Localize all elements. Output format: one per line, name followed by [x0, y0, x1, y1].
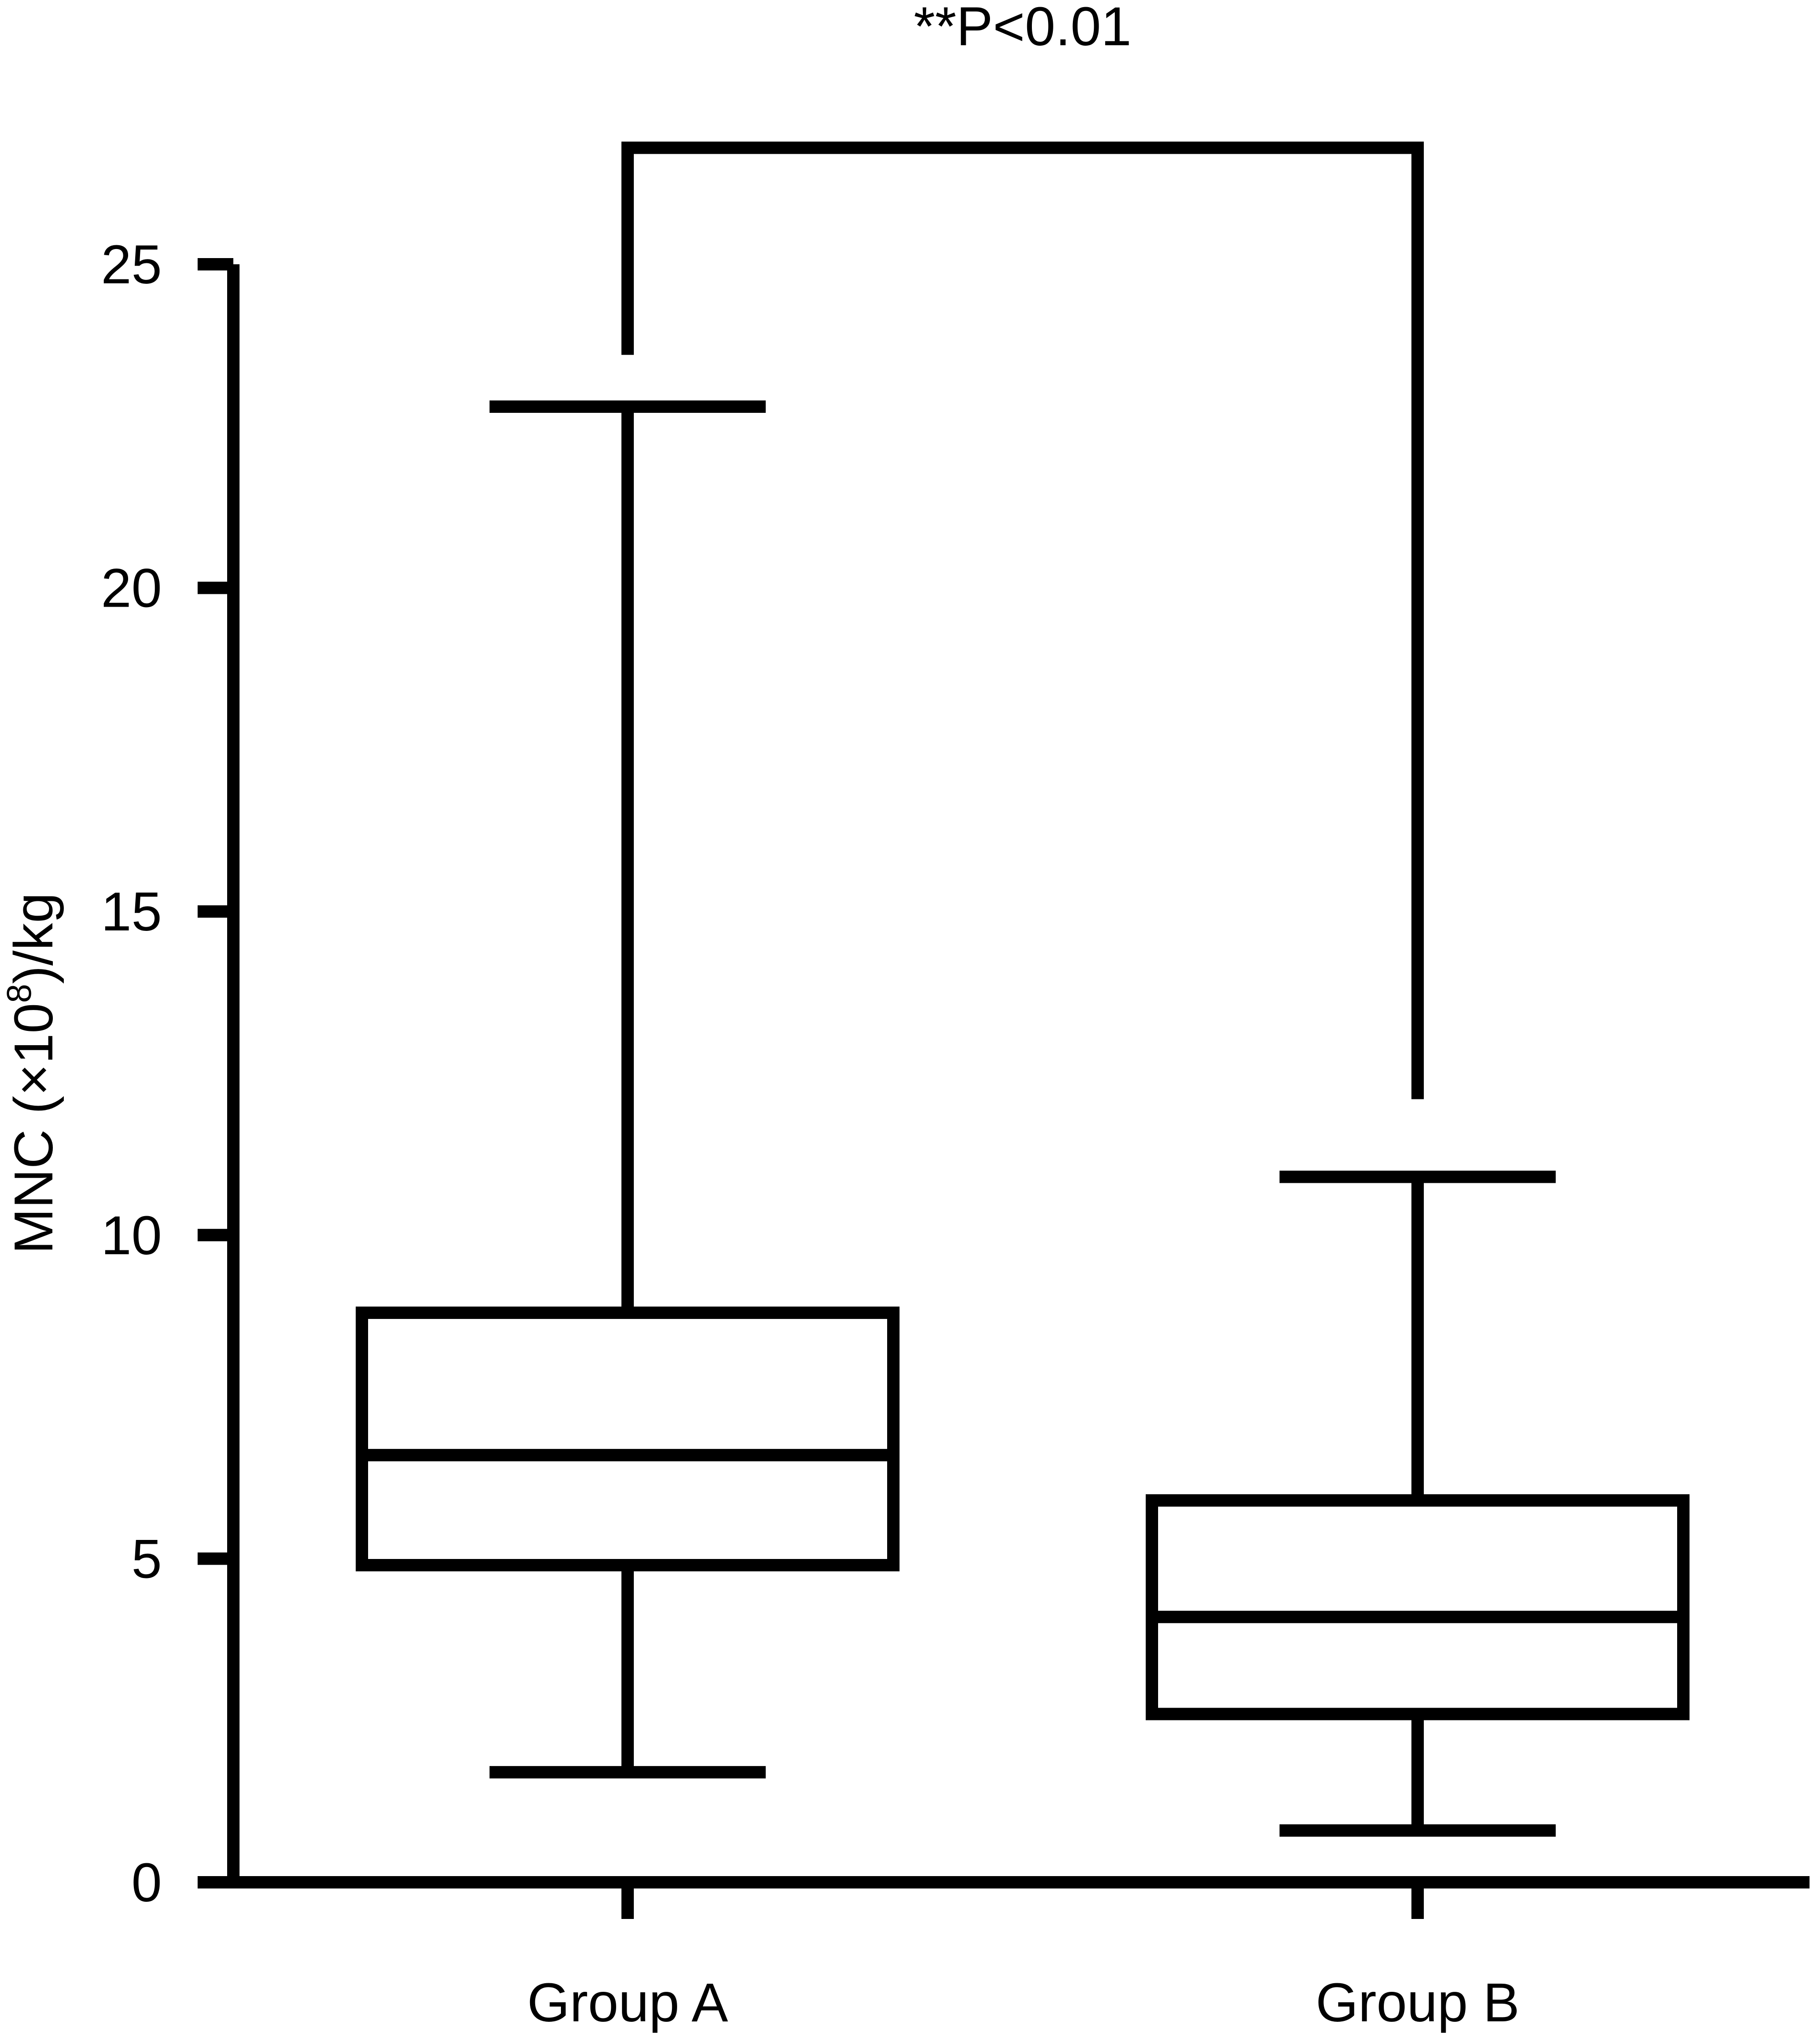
x-tick-label: Group A: [527, 1972, 728, 2033]
iqr-box: [356, 1306, 900, 1571]
box-series: [356, 400, 1690, 1837]
iqr-box: [1146, 1494, 1690, 1720]
chart-labels: Group A Group B MNC (×108)/kg: [0, 893, 1520, 2033]
y-tick-label: 0: [131, 1852, 162, 1913]
significance-annotation: **P<0.01: [621, 0, 1424, 1099]
x-tick-label: Group B: [1316, 1972, 1520, 2033]
significance-label: **P<0.01: [914, 0, 1131, 57]
y-axis-label-superscript: 8: [0, 984, 39, 1003]
y-tick-label: 5: [131, 1528, 162, 1589]
box-group-a: [356, 400, 900, 1778]
y-tick-label: 20: [101, 558, 162, 619]
y-tick-label: 25: [101, 234, 162, 295]
y-axis-label-suffix: )/kg: [3, 893, 64, 984]
y-axis-label: MNC (×108)/kg: [0, 893, 64, 1254]
y-tick-label: 15: [101, 881, 162, 942]
axes: 0 5 10 15 20 25: [101, 234, 1810, 1919]
box-group-b: [1146, 1170, 1690, 1837]
significance-bracket: [621, 141, 1424, 1099]
y-axis-label-base: MNC (×10: [3, 1003, 64, 1254]
y-tick-label: 10: [101, 1205, 162, 1266]
